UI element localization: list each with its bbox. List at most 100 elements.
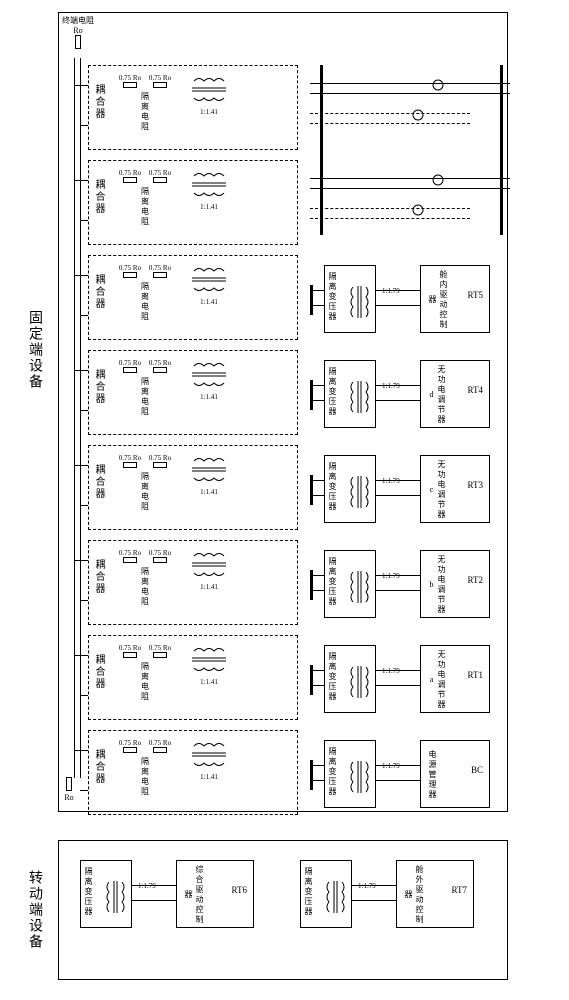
resistor-shape [123,652,137,658]
device-box: 舱内驱动控制器 RT5 [420,265,490,333]
device-box: 舱外驱动控制器 RT7 [396,860,474,928]
iso-xfmr-box: 隔离变压器 [324,455,376,523]
coupler-label: 耦合器 [91,84,106,120]
transformer-icon [349,284,371,318]
device-box: 无功电调节器c RT3 [420,455,490,523]
ratio-label: 1:1.79 [138,882,156,890]
iso-res-label: 隔离电阻 [140,92,151,132]
ratio-label: 1:1.41 [189,108,229,116]
res-value: 0.75 Ro [149,169,171,177]
iso-res-label: 隔离电阻 [140,282,151,322]
bottom-resistor-shape [66,777,72,791]
transformer-icon [189,361,229,391]
ratio-label: 1:1.79 [382,287,400,295]
coupler-label: 耦合器 [91,274,106,310]
resistor-shape [123,82,137,88]
top-resistor-label: 终端电阻 [62,16,94,25]
resistor-shape [123,177,137,183]
resistor-shape [123,367,137,373]
coupler-row: 耦合器 0.75 Ro 0.75 Ro 隔离电阻 [88,350,308,437]
iso-xfmr-box: 隔离变压器 [300,860,352,928]
ratio-label: 1:1.41 [189,203,229,211]
conn-row8 [310,170,510,230]
iso-res-label: 隔离电阻 [140,187,151,227]
top-resistor-symbol: Ro [73,26,82,35]
device-box: 无功电调节器b RT2 [420,550,490,618]
conn-row7 [310,75,510,135]
ratio-label: 1:1.41 [189,773,229,781]
resistor-shape [153,747,167,753]
transformer-icon [349,759,371,793]
pass-bar-2 [500,65,503,235]
ratio-label: 1:1.41 [189,393,229,401]
iso-xfmr-box: 隔离变压器 [324,550,376,618]
res-value: 0.75 Ro [119,169,141,177]
resistor-shape [153,652,167,658]
ratio-label: 1:1.79 [382,477,400,485]
ratio-label: 1:1.41 [189,488,229,496]
transformer-icon [349,664,371,698]
coupler-label: 耦合器 [91,654,106,690]
iso-xfmr-box: 隔离变压器 [324,265,376,333]
top-resistor-shape [75,35,81,49]
ratio-label: 1:1.41 [189,298,229,306]
iso-xfmr-box: 隔离变压器 [80,860,132,928]
resistor-shape [123,462,137,468]
bus-line-1 [74,58,75,778]
rot-device-row: 隔离变压器 1:1.79 综合驱动控制器 RT6 [70,850,270,970]
iso-res-label: 隔离电阻 [140,567,151,607]
ratio-label: 1:1.41 [189,583,229,591]
transformer-icon [105,879,127,913]
resistor-shape [123,557,137,563]
resistor-shape [153,82,167,88]
fixed-device-row: 隔离变压器 1:1.79 电源管理器 BC [310,730,500,817]
res-value: 0.75 Ro [119,264,141,272]
iso-res-label: 隔离电阻 [140,757,151,797]
rot-device-row: 隔离变压器 1:1.79 舱外驱动控制器 RT7 [290,850,490,970]
transformer-icon [189,266,229,296]
iso-res-label: 隔离电阻 [140,662,151,702]
device-box: 无功电调节器a RT1 [420,645,490,713]
iso-res-label: 隔离电阻 [140,377,151,417]
transformer-icon [189,456,229,486]
ratio-label: 1:1.41 [189,678,229,686]
coupler-row: 耦合器 0.75 Ro 0.75 Ro 隔离电阻 [88,445,308,532]
res-value: 0.75 Ro [149,359,171,367]
ratio-label: 1:1.79 [358,882,376,890]
coupler-label: 耦合器 [91,179,106,215]
resistor-shape [153,462,167,468]
fixed-device-row: 隔离变压器 1:1.79 舱内驱动控制器 RT5 [310,255,500,342]
ratio-label: 1:1.79 [382,762,400,770]
ratio-label: 1:1.79 [382,382,400,390]
resistor-shape [153,557,167,563]
coupler-row: 耦合器 0.75 Ro 0.75 Ro 隔离电阻 [88,540,308,627]
device-box: 综合驱动控制器 RT6 [176,860,254,928]
iso-xfmr-box: 隔离变压器 [324,360,376,428]
transformer-icon [189,551,229,581]
res-value: 0.75 Ro [149,454,171,462]
fixed-device-row: 隔离变压器 1:1.79 无功电调节器a RT1 [310,635,500,722]
resistor-shape [153,367,167,373]
coupler-label: 耦合器 [91,464,106,500]
res-value: 0.75 Ro [119,549,141,557]
pass-bar-1 [320,65,323,235]
transformer-icon [349,474,371,508]
fixed-device-row: 隔离变压器 1:1.79 无功电调节器d RT4 [310,350,500,437]
ratio-label: 1:1.79 [382,572,400,580]
coupler-label: 耦合器 [91,559,106,595]
res-value: 0.75 Ro [119,644,141,652]
coupler-row: 耦合器 0.75 Ro 0.75 Ro 隔离电阻 [88,635,308,722]
transformer-icon [325,879,347,913]
coupler-label: 耦合器 [91,369,106,405]
iso-xfmr-box: 隔离变压器 [324,645,376,713]
transformer-icon [189,171,229,201]
transformer-icon [189,76,229,106]
coupler-label: 耦合器 [91,749,106,785]
resistor-shape [123,747,137,753]
resistor-shape [123,272,137,278]
coupler-row: 耦合器 0.75 Ro 0.75 Ro 隔离电阻 [88,160,308,247]
fixed-device-row: 隔离变压器 1:1.79 无功电调节器b RT2 [310,540,500,627]
rotating-section-label: 转动端设备 [24,870,44,950]
res-value: 0.75 Ro [149,739,171,747]
res-value: 0.75 Ro [149,644,171,652]
